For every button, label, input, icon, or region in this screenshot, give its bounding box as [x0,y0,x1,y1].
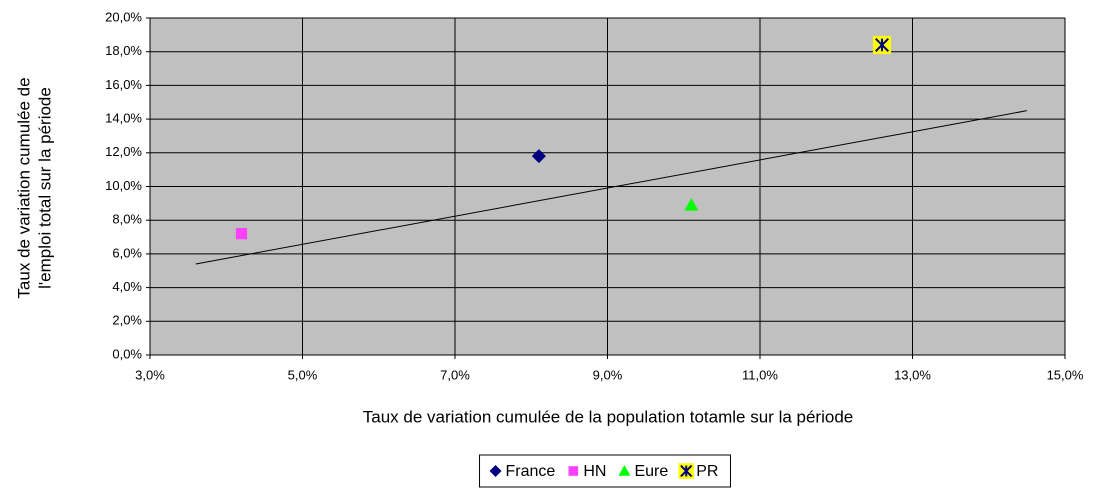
y-tick-label: 16,0% [105,77,142,92]
x-tick-label: 3,0% [135,367,165,382]
y-tick-label: 10,0% [105,178,142,193]
x-tick-label: 9,0% [593,367,623,382]
y-tick-label: 20,0% [105,9,142,24]
y-tick-label: 0,0% [112,346,142,361]
marker [489,465,502,477]
y-tick-label: 18,0% [105,43,142,58]
legend: France HN Eure PR [479,454,731,488]
y-tick-label: 12,0% [105,144,142,159]
y-axis-title: Taux de variation cumulée de [14,77,33,298]
x-tick-label: 15,0% [1047,367,1084,382]
legend-label: PR [696,463,718,480]
marker [678,463,695,479]
x-tick-label: 7,0% [440,367,470,382]
marker [618,465,631,476]
x-tick-label: 13,0% [894,367,931,382]
y-tick-label: 8,0% [112,212,142,227]
legend-label: France [506,463,556,480]
legend-label: HN [583,463,606,480]
legend-label: Eure [634,463,668,480]
marker [568,466,579,476]
y-axis-title: l'emploi total sur la période [35,87,54,289]
marker [684,198,699,211]
y-tick-label: 4,0% [112,279,142,294]
y-tick-label: 6,0% [112,245,142,260]
marker-star [874,37,890,52]
y-tick-label: 14,0% [105,111,142,126]
marker [531,149,546,164]
marker [872,35,892,55]
y-tick-label: 2,0% [112,313,142,328]
trendline [195,110,1027,265]
marker-star [680,464,693,478]
marker [235,228,248,240]
x-tick-label: 5,0% [288,367,318,382]
x-tick-label: 11,0% [742,367,778,382]
x-axis-title: Taux de variation cumulée de la populati… [363,407,853,426]
